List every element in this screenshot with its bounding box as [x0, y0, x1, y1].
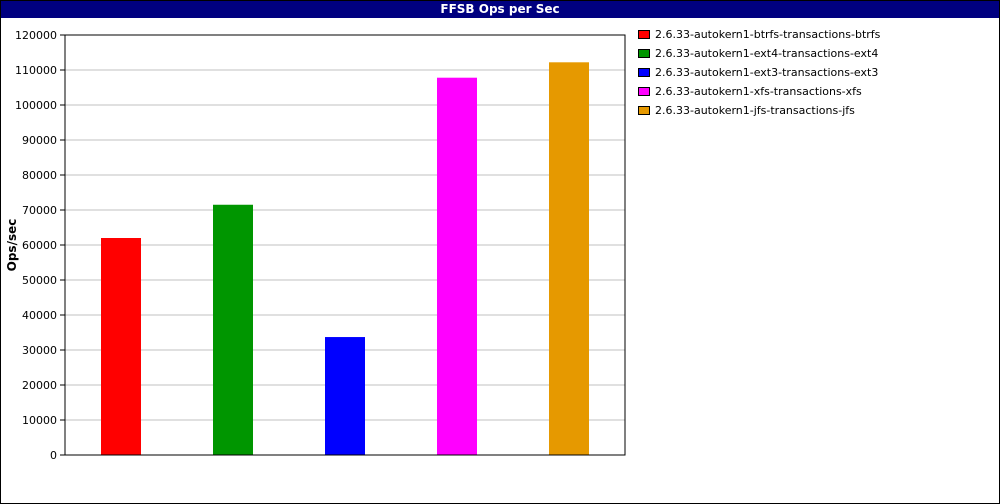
legend-label: 2.6.33-autokern1-btrfs-transactions-btrf…: [655, 27, 881, 41]
bar-1: [101, 238, 141, 455]
plot-area-border: [64, 34, 626, 456]
legend-item: 2.6.33-autokern1-jfs-transactions-jfs: [638, 103, 855, 117]
y-tick-label: 100000: [15, 99, 57, 112]
legend-item: 2.6.33-autokern1-ext4-transactions-ext4: [638, 46, 878, 60]
legend-label: 2.6.33-autokern1-ext4-transactions-ext4: [655, 46, 879, 60]
y-axis-label: Ops/sec: [5, 219, 19, 272]
y-tick-label: 110000: [15, 64, 57, 77]
y-tick-label: 90000: [22, 134, 57, 147]
bar-2: [213, 204, 253, 455]
y-tick-label: 10000: [22, 414, 57, 427]
y-tick-label: 70000: [22, 204, 57, 217]
legend-item: 2.6.33-autokern1-ext3-transactions-ext3: [638, 65, 878, 79]
y-tick-label: 80000: [22, 169, 57, 182]
legend-swatch: [638, 48, 650, 58]
y-tick-label: 40000: [22, 309, 57, 322]
chart-title: FFSB Ops per Sec: [1, 1, 999, 18]
legend-label: 2.6.33-autokern1-ext3-transactions-ext3: [655, 65, 879, 79]
y-tick-label: 120000: [15, 29, 57, 42]
legend-swatch: [638, 105, 650, 115]
legend-label: 2.6.33-autokern1-jfs-transactions-jfs: [655, 103, 855, 117]
bar-3: [325, 337, 365, 455]
y-tick-label: 20000: [22, 379, 57, 392]
bar-5: [549, 62, 589, 456]
legend-swatch: [638, 29, 650, 39]
y-tick-label: 60000: [22, 239, 57, 252]
legend-item: 2.6.33-autokern1-xfs-transactions-xfs: [638, 84, 862, 98]
legend-item: 2.6.33-autokern1-btrfs-transactions-btrf…: [638, 27, 880, 41]
legend-swatch: [638, 67, 650, 77]
legend-label: 2.6.33-autokern1-xfs-transactions-xfs: [655, 84, 862, 98]
y-tick-label: 0: [50, 449, 57, 462]
y-tick-label: 50000: [22, 274, 57, 287]
bar-4: [437, 77, 477, 455]
y-tick-label: 30000: [22, 344, 57, 357]
legend-swatch: [638, 86, 650, 96]
